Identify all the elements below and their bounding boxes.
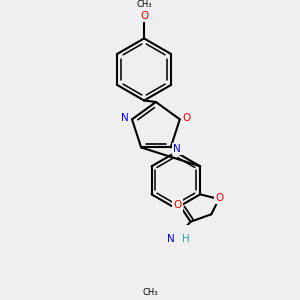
Text: N: N xyxy=(173,144,181,154)
Text: O: O xyxy=(215,193,223,203)
Text: N: N xyxy=(167,234,174,244)
Text: N: N xyxy=(122,113,129,123)
Text: CH₃: CH₃ xyxy=(143,288,158,297)
Text: O: O xyxy=(173,200,182,210)
Text: O: O xyxy=(182,113,190,123)
Text: O: O xyxy=(140,11,148,21)
Text: H: H xyxy=(182,234,190,244)
Text: CH₃: CH₃ xyxy=(136,0,152,9)
